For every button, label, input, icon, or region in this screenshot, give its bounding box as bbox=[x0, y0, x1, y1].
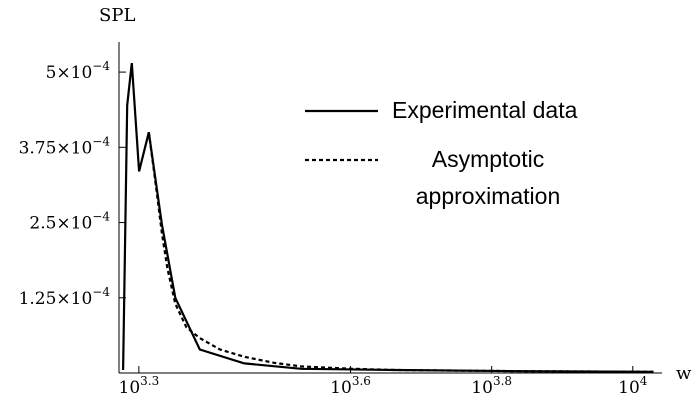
y-tick-label: 1.25×10−4 bbox=[19, 285, 111, 309]
series-group bbox=[122, 62, 654, 373]
x-tick-label: 103.6 bbox=[330, 374, 371, 398]
y-tick-label: 2.5×10−4 bbox=[29, 210, 110, 234]
y-axis-label: SPL bbox=[99, 5, 135, 26]
y-tick-label: 3.75×10−4 bbox=[19, 134, 111, 158]
series-line-asymptotic bbox=[147, 132, 654, 373]
y-ticks: 5×10−4 3.75×10−4 2.5×10−4 1.25×10−4 bbox=[19, 59, 126, 309]
legend-label-experimental: Experimental data bbox=[392, 97, 578, 123]
legend: Experimental data Asymptotic approximatio… bbox=[305, 97, 578, 209]
legend-label-asym-line1: Asymptotic bbox=[432, 146, 544, 172]
x-tick-label: 103.3 bbox=[119, 374, 160, 398]
series-line-experimental bbox=[122, 62, 654, 373]
legend-label-asym-line2: approximation bbox=[416, 183, 560, 209]
x-tick-label: 103.8 bbox=[471, 374, 512, 398]
x-ticks: 103.3 103.6 103.8 104 bbox=[119, 366, 648, 398]
legend-label-asymptotic: Asymptotic approximation bbox=[416, 146, 560, 209]
x-tick-label: 104 bbox=[618, 374, 648, 398]
y-tick-label: 5×10−4 bbox=[46, 59, 111, 83]
x-axis-label: w bbox=[676, 363, 692, 384]
